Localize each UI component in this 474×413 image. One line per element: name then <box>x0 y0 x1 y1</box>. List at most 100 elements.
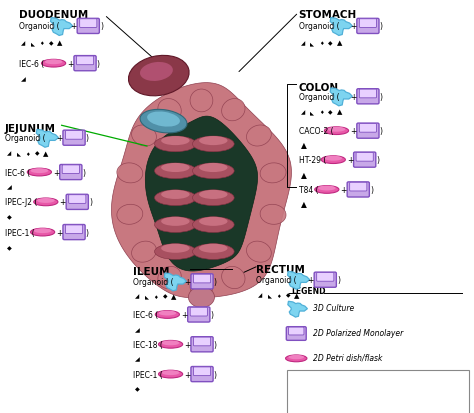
Text: ): ) <box>86 228 89 237</box>
Text: ◆: ◆ <box>328 110 333 115</box>
Ellipse shape <box>321 157 346 164</box>
FancyBboxPatch shape <box>357 19 379 34</box>
FancyBboxPatch shape <box>317 273 334 282</box>
Ellipse shape <box>192 244 234 260</box>
Text: 2D Petri dish/flask: 2D Petri dish/flask <box>313 353 382 362</box>
FancyBboxPatch shape <box>76 57 94 66</box>
FancyBboxPatch shape <box>193 275 210 283</box>
Text: ▲: ▲ <box>57 40 63 46</box>
FancyBboxPatch shape <box>289 327 304 335</box>
Ellipse shape <box>45 60 63 65</box>
Text: ): ) <box>100 22 103 31</box>
Text: +: + <box>56 228 63 237</box>
Text: ◣: ◣ <box>145 294 148 299</box>
Text: Organoid (: Organoid ( <box>133 277 173 286</box>
Text: +: + <box>347 156 353 165</box>
Text: +: + <box>181 310 187 319</box>
Text: RECTUM: RECTUM <box>256 264 305 274</box>
FancyBboxPatch shape <box>359 20 376 28</box>
Ellipse shape <box>222 267 245 289</box>
Ellipse shape <box>192 190 234 206</box>
Text: +: + <box>184 370 191 379</box>
Text: STOMACH: STOMACH <box>299 10 357 20</box>
Text: Organoid (: Organoid ( <box>256 275 297 285</box>
Text: ◣: ◣ <box>17 151 20 156</box>
Polygon shape <box>36 130 58 148</box>
Ellipse shape <box>37 199 55 204</box>
Polygon shape <box>146 117 257 271</box>
FancyBboxPatch shape <box>188 307 210 322</box>
Text: ♦: ♦ <box>153 294 158 299</box>
Ellipse shape <box>34 229 52 234</box>
Text: ♦: ♦ <box>276 293 281 298</box>
FancyBboxPatch shape <box>357 90 379 104</box>
Text: IEC-6 (: IEC-6 ( <box>133 310 158 319</box>
Ellipse shape <box>199 217 228 226</box>
Text: JEJUNUM: JEJUNUM <box>5 124 56 134</box>
Ellipse shape <box>158 370 182 378</box>
Text: ♦: ♦ <box>39 41 44 46</box>
Text: ): ) <box>380 22 383 31</box>
Text: ◢: ◢ <box>135 294 139 299</box>
Text: ◆: ◆ <box>49 41 53 46</box>
FancyBboxPatch shape <box>287 370 469 413</box>
Ellipse shape <box>158 311 176 316</box>
FancyBboxPatch shape <box>65 131 82 140</box>
FancyBboxPatch shape <box>66 195 88 210</box>
Ellipse shape <box>147 112 180 127</box>
Ellipse shape <box>315 186 339 194</box>
FancyBboxPatch shape <box>63 225 85 240</box>
Ellipse shape <box>161 244 190 253</box>
Text: ◆: ◆ <box>286 293 290 298</box>
Text: ILEUM: ILEUM <box>133 266 169 276</box>
Ellipse shape <box>132 242 156 263</box>
Ellipse shape <box>117 205 143 225</box>
Text: ◆: ◆ <box>328 41 333 46</box>
Ellipse shape <box>34 199 58 206</box>
Ellipse shape <box>162 341 180 346</box>
Text: IEC-6 (: IEC-6 ( <box>5 168 30 177</box>
Text: +: + <box>60 198 66 207</box>
FancyBboxPatch shape <box>314 273 337 287</box>
Ellipse shape <box>155 190 196 206</box>
Ellipse shape <box>158 341 182 348</box>
Ellipse shape <box>162 370 180 375</box>
FancyBboxPatch shape <box>350 183 367 192</box>
Text: DUODENUM: DUODENUM <box>19 10 88 20</box>
Text: +: + <box>184 340 191 349</box>
Ellipse shape <box>260 164 286 183</box>
Polygon shape <box>288 301 308 317</box>
Text: ◢: ◢ <box>7 185 12 190</box>
Ellipse shape <box>190 90 213 113</box>
Text: ): ) <box>97 59 100 69</box>
Polygon shape <box>51 19 73 36</box>
Ellipse shape <box>155 244 196 260</box>
Ellipse shape <box>192 137 234 152</box>
Text: ◆: ◆ <box>135 387 140 392</box>
Ellipse shape <box>161 164 190 173</box>
Text: ▲: ▲ <box>301 171 307 180</box>
Text: ◆: ◆ <box>163 294 167 299</box>
FancyBboxPatch shape <box>60 165 82 180</box>
Ellipse shape <box>117 164 143 183</box>
Text: ◢: ◢ <box>135 327 140 332</box>
Ellipse shape <box>260 205 286 225</box>
Text: +: + <box>308 275 314 285</box>
FancyBboxPatch shape <box>190 308 208 316</box>
Ellipse shape <box>128 56 189 97</box>
Text: ◣: ◣ <box>310 110 314 115</box>
Ellipse shape <box>155 311 180 318</box>
Text: +: + <box>53 168 59 177</box>
Text: +: + <box>350 22 356 31</box>
Text: ▲: ▲ <box>301 200 307 209</box>
Text: +: + <box>56 134 63 143</box>
Text: Organoid (: Organoid ( <box>299 93 339 102</box>
Ellipse shape <box>199 244 228 253</box>
Ellipse shape <box>140 63 173 82</box>
Text: IPEC-1 (: IPEC-1 ( <box>5 228 35 237</box>
Polygon shape <box>111 83 292 298</box>
Ellipse shape <box>324 157 342 161</box>
Text: ◣: ◣ <box>268 293 272 298</box>
Text: 3D Culture: 3D Culture <box>313 303 354 312</box>
FancyBboxPatch shape <box>74 57 96 71</box>
